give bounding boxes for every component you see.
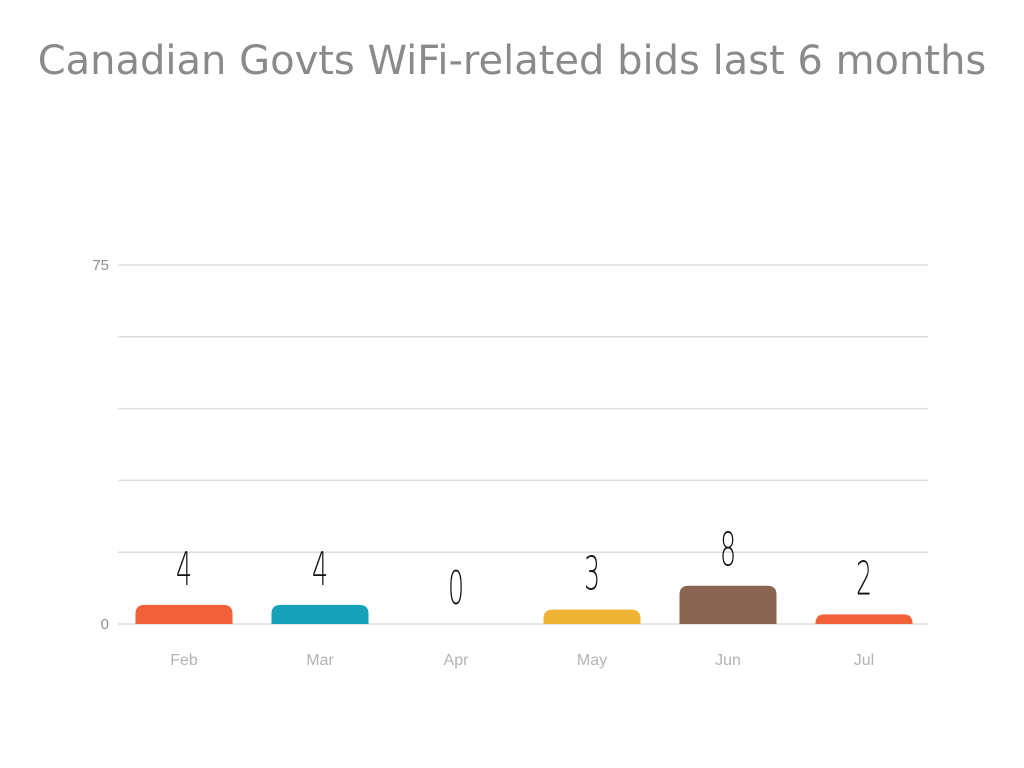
x-axis-ticks: Feb Mar Apr May Jun Jul — [170, 652, 874, 669]
data-label: 4 — [176, 543, 192, 596]
data-label: 3 — [584, 548, 600, 601]
chart-title: Canadian Govts WiFi-related bids last 6 … — [37, 38, 987, 84]
data-label: 0 — [448, 562, 464, 615]
bar — [135, 604, 233, 624]
data-labels: 4 4 0 3 8 2 — [176, 524, 872, 616]
bar — [679, 585, 777, 624]
x-tick-label: Jul — [854, 652, 874, 669]
bar — [543, 609, 641, 624]
x-tick-label: Apr — [444, 652, 470, 669]
data-label: 8 — [720, 524, 736, 577]
y-tick-label: 0 — [101, 616, 109, 633]
gridlines — [118, 264, 928, 625]
x-tick-label: Jun — [715, 652, 741, 669]
bar — [271, 604, 369, 624]
x-tick-label: May — [577, 652, 607, 669]
bars — [135, 585, 913, 624]
y-tick-label: 75 — [92, 257, 109, 274]
x-tick-label: Mar — [306, 652, 334, 669]
x-tick-label: Feb — [170, 652, 198, 669]
data-label: 2 — [856, 552, 872, 605]
y-axis-ticks: 0 75 — [92, 257, 109, 633]
data-label: 4 — [312, 543, 328, 596]
bar — [815, 614, 913, 624]
